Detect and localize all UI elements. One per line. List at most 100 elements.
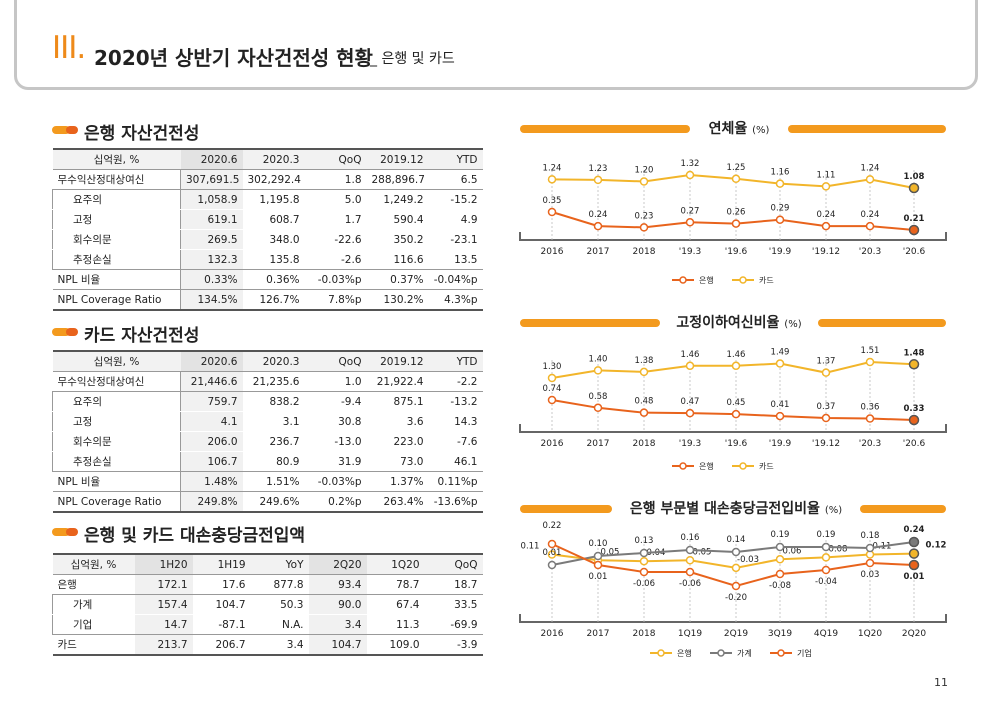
data-label: 0.27 xyxy=(681,206,700,216)
data-label: 0.24 xyxy=(817,210,836,220)
data-point xyxy=(593,366,603,375)
data-label: 0.24 xyxy=(904,525,925,535)
table-header: YTD xyxy=(428,148,483,170)
data-point xyxy=(821,221,831,231)
table-cell: 1,249.2 xyxy=(366,189,429,210)
legend-marker xyxy=(679,276,687,284)
table-cell: 350.2 xyxy=(366,229,429,250)
table-header: 2020.6 xyxy=(180,148,243,170)
table-cell: 4.3%p xyxy=(428,289,483,311)
table-cell: 1.0 xyxy=(304,371,367,392)
data-point xyxy=(821,368,831,377)
table-cell: 무수익산정대상여신 xyxy=(52,169,181,190)
x-axis xyxy=(519,232,947,241)
table-cell: 0.2%p xyxy=(304,491,367,513)
table-cell: -9.4 xyxy=(304,391,367,412)
table-header: YTD xyxy=(428,350,483,372)
table-cell: 1,058.9 xyxy=(180,189,243,210)
page-number: 11 xyxy=(934,676,948,689)
data-point xyxy=(685,170,695,180)
table-row: 무수익산정대상여신 307,691.5 302,292.4 1.8 288,896.7 6… xyxy=(52,169,483,190)
data-point xyxy=(593,221,603,231)
legend-label: 은행 xyxy=(699,275,714,285)
data-point xyxy=(821,542,831,552)
x-tick-label: 2018 xyxy=(633,439,656,449)
table-cell: NPL Coverage Ratio xyxy=(52,491,181,513)
data-point xyxy=(547,395,557,405)
table-cell: 619.1 xyxy=(180,209,243,230)
data-point xyxy=(865,414,875,423)
data-point xyxy=(547,373,557,383)
table-row: 카드 213.7 206.7 3.4 104.7 109.0 -3.9 xyxy=(52,634,483,656)
data-point xyxy=(865,543,875,553)
table-header: 2020.3 xyxy=(242,148,305,170)
legend-marker xyxy=(739,462,747,470)
data-label: 1.08 xyxy=(904,172,925,182)
table-cell: -2.6 xyxy=(304,249,367,270)
chart-title-bar xyxy=(860,505,946,513)
table-cell: 134.5% xyxy=(180,289,243,311)
x-tick-label: '20.6 xyxy=(903,247,926,257)
chart-title-delinquency: 연체율 (%) xyxy=(708,121,770,137)
data-label: 0.58 xyxy=(589,392,608,402)
table-cell: 116.6 xyxy=(366,249,429,270)
x-tick-label: 3Q19 xyxy=(768,629,793,639)
table-cell: 1.48% xyxy=(180,471,243,492)
table-cell: 33.5 xyxy=(424,594,483,615)
table-cell: 132.3 xyxy=(180,249,243,270)
data-point xyxy=(775,555,785,564)
table-cell: 104.7 xyxy=(308,634,367,656)
data-label: 1.51 xyxy=(861,346,880,356)
table-cell: 고정 xyxy=(52,411,181,432)
legend-label: 카드 xyxy=(759,276,774,285)
legend-label: 기업 xyxy=(797,649,812,658)
table-cell: 307,691.5 xyxy=(180,169,243,190)
data-label: 0.41 xyxy=(771,400,790,410)
legend-label: 카드 xyxy=(759,462,774,471)
data-label: 0.33 xyxy=(904,404,925,414)
table-cell: NPL 비율 xyxy=(52,471,181,492)
data-label: 0.74 xyxy=(543,384,562,394)
data-label: 0.12 xyxy=(926,541,947,551)
table-cell: 0.37% xyxy=(366,269,429,290)
data-label: 0.48 xyxy=(635,397,654,407)
table-cell: -69.9 xyxy=(424,614,483,635)
table-header: QoQ xyxy=(304,350,367,372)
data-label: -0.06 xyxy=(679,579,701,589)
table-header: 1H20 xyxy=(134,553,193,575)
data-label: 1.48 xyxy=(904,348,925,358)
data-label: 0.47 xyxy=(681,397,700,407)
table-cell: 4.1 xyxy=(180,411,243,432)
data-point xyxy=(821,413,831,423)
data-point xyxy=(821,553,831,562)
data-label: 0.13 xyxy=(635,536,654,546)
table-row: NPL Coverage Ratio 249.8% 249.6% 0.2%p 263.4… xyxy=(52,491,483,513)
data-label: 0.14 xyxy=(727,535,746,545)
table-cell: 78.7 xyxy=(366,574,425,595)
data-point xyxy=(821,182,831,191)
data-point xyxy=(775,569,785,579)
table-header: 2019.12 xyxy=(366,148,429,170)
series-line xyxy=(551,541,915,566)
data-label: 0.03 xyxy=(861,570,880,580)
table-header: 십억원, % xyxy=(52,553,135,575)
table-cell: 21,446.6 xyxy=(180,371,243,392)
table-cell: -0.04%p xyxy=(428,269,483,290)
table-header: 2020.6 xyxy=(180,350,243,372)
table-cell: 759.7 xyxy=(180,391,243,412)
table-cell: 157.4 xyxy=(134,594,193,615)
table-cell: 223.0 xyxy=(366,431,429,452)
section-title-bank: 은행 자산건전성 xyxy=(84,124,200,144)
x-tick-label: 2018 xyxy=(633,247,656,257)
table-cell: 은행 xyxy=(52,574,135,595)
table-cell: 7.8%p xyxy=(304,289,367,311)
data-point xyxy=(865,221,875,231)
data-point xyxy=(731,361,741,371)
data-point xyxy=(731,219,741,228)
data-label: 0.01 xyxy=(589,572,608,582)
series-line xyxy=(551,399,915,421)
x-tick-label: '19.12 xyxy=(812,439,840,449)
data-label: 1.16 xyxy=(771,168,790,178)
x-tick-label: 2016 xyxy=(541,629,564,639)
data-point xyxy=(908,224,920,236)
